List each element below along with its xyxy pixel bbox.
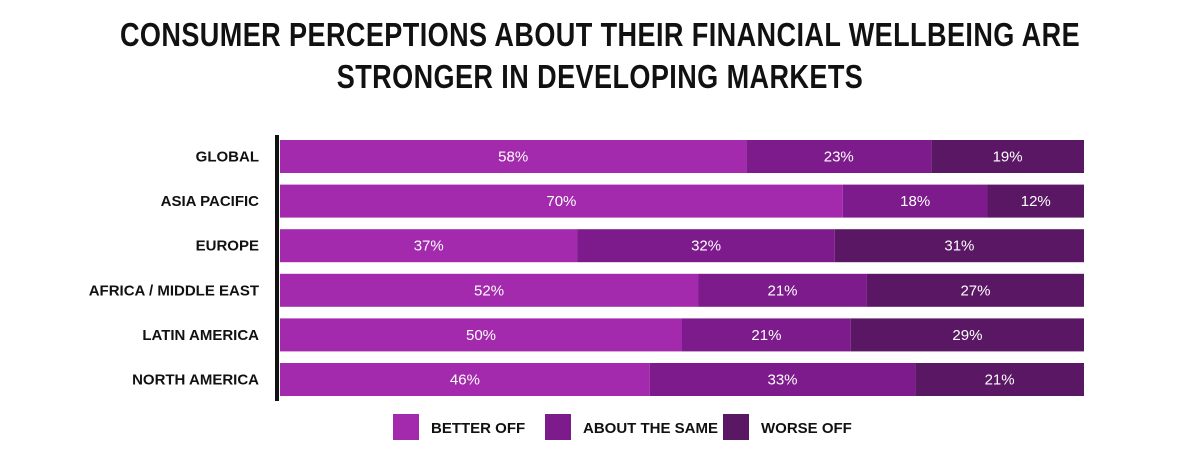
data-label: 23% xyxy=(824,149,854,166)
data-label: 21% xyxy=(985,372,1015,389)
data-label: 27% xyxy=(960,282,990,299)
legend-label: BETTER OFF xyxy=(431,420,525,437)
bars-group: GLOBAL 58% 23% 19% ASIA PACIFIC 70% 18% 12% EURO… xyxy=(89,140,1084,396)
data-label: 19% xyxy=(993,149,1023,166)
bar-segment-about-the-same xyxy=(682,318,851,352)
bar-segment-about-the-same xyxy=(577,229,835,263)
data-label: 29% xyxy=(952,327,982,344)
data-label: 21% xyxy=(767,282,797,299)
bar-segment-worse-off xyxy=(834,229,1084,263)
category-label: GLOBAL xyxy=(196,149,259,166)
category-label: ASIA PACIFIC xyxy=(161,193,260,210)
data-label: 50% xyxy=(466,327,496,344)
bar-segment-better-off xyxy=(280,140,747,173)
data-label: 33% xyxy=(767,372,797,389)
category-label: EUROPE xyxy=(196,238,259,255)
bar-segment-worse-off xyxy=(850,318,1084,352)
bar-segment-better-off xyxy=(280,184,843,218)
bar-segment-worse-off xyxy=(931,140,1084,173)
bar-segment-better-off xyxy=(280,363,650,396)
data-label: 46% xyxy=(450,372,480,389)
bar-segment-about-the-same xyxy=(842,184,988,218)
bar-segment-about-the-same xyxy=(746,140,932,173)
bar-segment-better-off xyxy=(280,229,578,263)
legend-swatch xyxy=(393,414,419,440)
category-label: NORTH AMERICA xyxy=(132,372,259,389)
bar-segment-worse-off xyxy=(987,184,1084,218)
bar-segment-worse-off xyxy=(915,363,1084,396)
data-label: 70% xyxy=(546,193,576,210)
data-label: 18% xyxy=(900,193,930,210)
data-label: 31% xyxy=(944,238,974,255)
category-label: LATIN AMERICA xyxy=(142,327,259,344)
legend-swatch xyxy=(545,414,571,440)
data-label: 21% xyxy=(751,327,781,344)
data-label: 12% xyxy=(1021,193,1051,210)
data-label: 58% xyxy=(498,149,528,166)
category-label: AFRICA / MIDDLE EAST xyxy=(89,282,259,299)
legend-label: ABOUT THE SAME xyxy=(583,420,718,437)
data-label: 37% xyxy=(414,238,444,255)
legend: BETTER OFF ABOUT THE SAME WORSE OFF xyxy=(393,414,852,440)
bar-segment-better-off xyxy=(280,273,699,307)
legend-swatch xyxy=(723,414,749,440)
chart-title: CONSUMER PERCEPTIONS ABOUT THEIR FINANCI… xyxy=(119,16,1081,95)
data-label: 52% xyxy=(474,282,504,299)
bar-segment-better-off xyxy=(280,318,682,352)
data-label: 32% xyxy=(691,238,721,255)
bar-segment-worse-off xyxy=(866,273,1084,307)
legend-label: WORSE OFF xyxy=(761,420,852,437)
bar-segment-about-the-same xyxy=(698,273,867,307)
bar-segment-about-the-same xyxy=(649,363,916,396)
